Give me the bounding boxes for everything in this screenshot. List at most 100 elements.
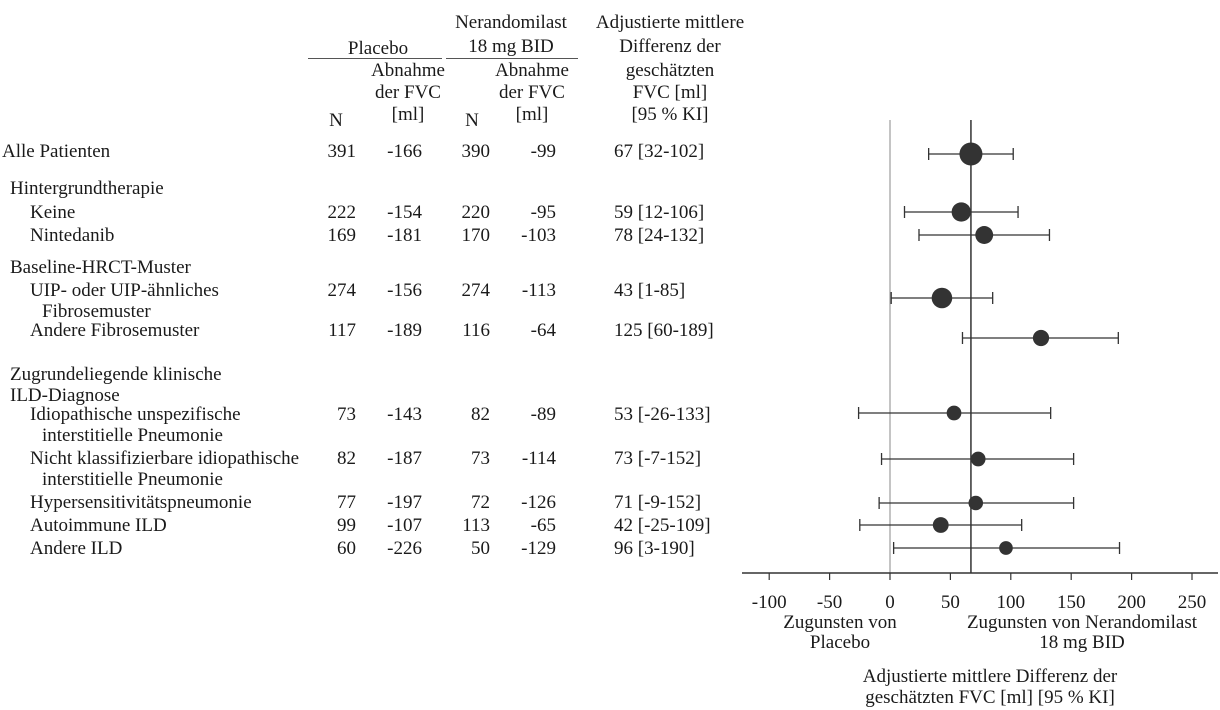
placebo-decline-cell: -187 [387, 448, 422, 469]
nerandomilast-decline-cell: -129 [521, 538, 556, 559]
row-label: Hypersensitivitätspneumonie [30, 492, 252, 513]
difference-ci-cell: 73 [-7-152] [614, 448, 702, 469]
x-axis-tick-label: 0 [885, 592, 895, 613]
nerandomilast-n-cell: 50 [471, 538, 490, 559]
placebo-decline-cell: -197 [387, 492, 422, 513]
nerandomilast-n-cell: 170 [461, 225, 491, 246]
difference-ci-cell: 125 [60-189] [614, 320, 714, 341]
row-label-continued: interstitielle Pneumonie [42, 469, 223, 490]
x-axis-tick-label: -50 [817, 592, 842, 613]
favors-nerandomilast-line1: Zugunsten von Nerandomilast [966, 612, 1198, 633]
placebo-decline-cell: -156 [387, 280, 422, 301]
placebo-decline-cell: -143 [387, 404, 422, 425]
placebo-n-cell: 117 [328, 320, 356, 341]
placebo-n-cell: 82 [337, 448, 356, 469]
nerandomilast-decline-cell: -95 [530, 202, 556, 223]
point-estimate-marker [951, 202, 971, 222]
difference-ci-cell: 78 [24-132] [614, 225, 705, 246]
placebo-header: Placebo [347, 38, 409, 59]
row-label: Andere ILD [30, 538, 123, 559]
difference-header-2: Differenz der [619, 36, 721, 57]
nerandomilast-decline-cell: -103 [521, 225, 556, 246]
favors-placebo-line2: Placebo [809, 632, 871, 653]
x-axis-tick-label: 200 [1117, 592, 1146, 613]
nerandomilast-decline-cell: -126 [521, 492, 556, 513]
placebo-n-cell: 274 [327, 280, 357, 301]
difference-ci-cell: 53 [-26-133] [614, 404, 711, 425]
row-label: Idiopathische unspezifische [30, 404, 241, 425]
nerandomilast-n-cell: 390 [461, 141, 491, 162]
nerandomilast-n-cell: 116 [462, 320, 490, 341]
x-axis-title-line2: geschätzten FVC [ml] [95 % KI] [865, 687, 1115, 708]
row-label: Nicht klassifizierbare idiopathische [30, 448, 300, 469]
placebo-n-cell: 222 [327, 202, 357, 223]
difference-header-4: FVC [ml] [632, 82, 708, 103]
nerandomilast-n-cell: 113 [462, 515, 490, 536]
placebo-decline-cell: -107 [387, 515, 422, 536]
row-label: Autoimmune ILD [30, 515, 167, 536]
difference-ci-cell: 42 [-25-109] [614, 515, 711, 536]
nerandomilast-n-header: N [465, 110, 479, 131]
placebo-decline-cell: -189 [387, 320, 422, 341]
difference-ci-cell: 59 [12-106] [614, 202, 705, 223]
difference-ci-cell: 67 [32-102] [614, 141, 705, 162]
group-ild-diagnosis-line1: Zugrundeliegende klinische [10, 364, 222, 385]
x-axis-tick-label: -100 [752, 592, 787, 613]
point-estimate-marker [946, 405, 962, 421]
nerandomilast-decline-cell: -99 [530, 141, 556, 162]
row-label: Andere Fibrosemuster [30, 320, 200, 341]
placebo-n-cell: 99 [337, 515, 356, 536]
row-label: Alle Patienten [2, 141, 111, 162]
nerandomilast-decline-cell: -113 [521, 280, 556, 301]
nerandomilast-decline-header-1: Abnahme [495, 60, 569, 81]
group-ild-diagnosis-line2: ILD-Diagnose [10, 385, 120, 406]
point-estimate-marker [932, 517, 949, 533]
point-estimate-marker [959, 142, 983, 166]
placebo-header-rule [308, 58, 442, 59]
placebo-decline-header-1: Abnahme [371, 60, 445, 81]
row-label: Keine [30, 202, 76, 223]
nerandomilast-header-line1: Nerandomilast [455, 12, 567, 33]
nerandomilast-header-line2: 18 mg BID [468, 36, 554, 57]
group-hrct-pattern: Baseline-HRCT-Muster [10, 257, 191, 278]
difference-header-3: geschätzten [625, 60, 715, 81]
group-background-therapy: Hintergrundtherapie [10, 178, 164, 199]
placebo-decline-header-3: [ml] [391, 104, 425, 125]
nerandomilast-decline-header-3: [ml] [515, 104, 549, 125]
point-estimate-marker [999, 541, 1013, 555]
placebo-n-cell: 77 [337, 492, 356, 513]
point-estimate-marker [975, 226, 994, 244]
x-axis-tick-label: 250 [1178, 592, 1207, 613]
placebo-n-header: N [329, 110, 343, 131]
row-label-continued: interstitielle Pneumonie [42, 425, 223, 446]
x-axis-tick-label: 150 [1057, 592, 1086, 613]
placebo-decline-header-2: der FVC [375, 82, 441, 103]
nerandomilast-n-cell: 220 [461, 202, 491, 223]
nerandomilast-decline-cell: -64 [530, 320, 556, 341]
point-estimate-marker [970, 451, 986, 467]
nerandomilast-decline-header-2: der FVC [499, 82, 565, 103]
favors-nerandomilast-line2: 18 mg BID [1039, 632, 1125, 653]
nerandomilast-decline-cell: -65 [530, 515, 556, 536]
row-label: UIP- oder UIP-ähnliches [30, 280, 219, 301]
placebo-decline-cell: -166 [387, 141, 422, 162]
x-axis-title-line1: Adjustierte mittlere Differenz der [862, 666, 1118, 687]
point-estimate-marker [931, 287, 953, 309]
difference-ci-cell: 71 [-9-152] [614, 492, 702, 513]
difference-ci-cell: 43 [1-85] [614, 280, 686, 301]
nerandomilast-n-cell: 72 [471, 492, 490, 513]
placebo-decline-cell: -181 [387, 225, 422, 246]
x-axis-tick-label: 100 [997, 592, 1026, 613]
nerandomilast-n-cell: 274 [461, 280, 491, 301]
favors-placebo-line1: Zugunsten von [783, 612, 897, 633]
nerandomilast-header-rule [446, 58, 578, 59]
nerandomilast-decline-cell: -89 [530, 404, 556, 425]
difference-ci-cell: 96 [3-190] [614, 538, 695, 559]
nerandomilast-n-cell: 73 [471, 448, 490, 469]
difference-header-5: [95 % KI] [631, 104, 709, 125]
difference-header-1: Adjustierte mittlere [595, 12, 745, 33]
nerandomilast-decline-cell: -114 [521, 448, 556, 469]
placebo-n-cell: 60 [337, 538, 356, 559]
point-estimate-marker [968, 495, 984, 511]
